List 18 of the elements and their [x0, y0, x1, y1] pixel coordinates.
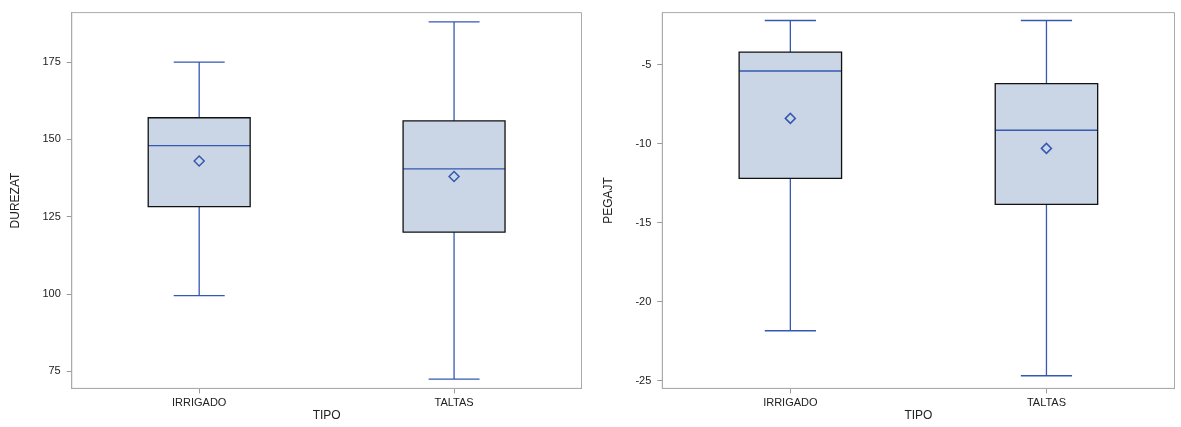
y-tick-label: 100: [42, 287, 61, 300]
y-tick-label: 125: [42, 209, 61, 222]
y-axis-title: DUREZAT: [7, 171, 22, 229]
y-tick-label: -10: [635, 136, 652, 149]
y-tick-label: 150: [42, 132, 61, 145]
y-tick-label: -15: [635, 215, 652, 228]
y-tick-label: 75: [48, 364, 61, 377]
x-tick-label: TALTAS: [1026, 396, 1067, 409]
y-tick-label: -25: [635, 373, 652, 386]
y-tick-label: -5: [641, 57, 652, 70]
x-tick-label: IRRIGADO: [171, 396, 227, 409]
x-axis-title: TIPO: [904, 408, 933, 423]
y-tick-label: 175: [42, 55, 61, 68]
y-axis-title: PEGAJT: [600, 176, 615, 224]
y-tick-label: -20: [635, 294, 652, 307]
x-tick-label: IRRIGADO: [763, 396, 818, 409]
x-axis-title: TIPO: [312, 408, 341, 423]
x-tick-label: TALTAS: [434, 396, 474, 409]
